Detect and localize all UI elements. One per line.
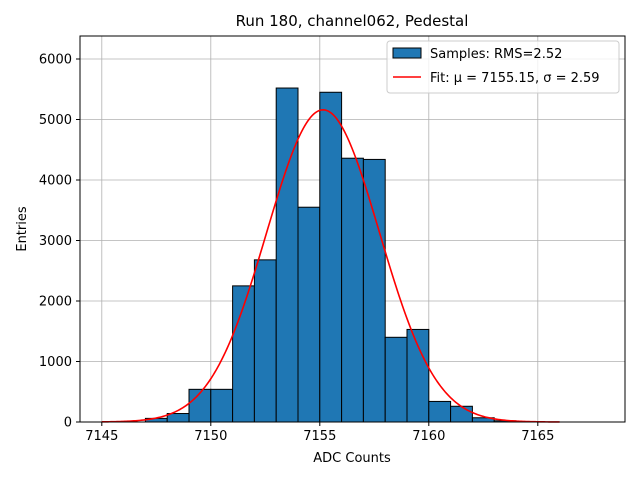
- y-tick-label: 4000: [39, 173, 72, 188]
- x-tick-label: 7165: [521, 429, 554, 444]
- histogram-bar: [210, 388, 234, 423]
- histogram-bar: [450, 405, 473, 423]
- y-tick-label: 5000: [39, 113, 72, 128]
- y-tick-label: 3000: [39, 234, 72, 249]
- histogram-bar: [362, 158, 386, 423]
- chart-title: Run 180, channel062, Pedestal: [236, 12, 469, 30]
- y-tick-label: 1000: [39, 355, 72, 370]
- y-tick-label: 2000: [39, 294, 72, 309]
- legend-label-fit: Fit: μ = 7155.15, σ = 2.59: [430, 71, 600, 86]
- histogram-bars: [144, 87, 517, 423]
- y-axis-label: Entries: [15, 206, 30, 252]
- histogram-bar: [384, 336, 408, 423]
- legend-label-samples: Samples: RMS=2.52: [430, 47, 562, 62]
- x-axis-label: ADC Counts: [313, 451, 391, 466]
- legend: Samples: RMS=2.52 Fit: μ = 7155.15, σ = …: [386, 40, 620, 94]
- x-axis-ticks: 7145 7150 7155 7160 7165: [85, 422, 554, 444]
- histogram-bar: [341, 157, 364, 423]
- legend-swatch-samples: [392, 47, 422, 59]
- plot-frame: [79, 35, 626, 423]
- histogram-bar: [253, 259, 277, 423]
- y-tick-label: 6000: [39, 52, 72, 67]
- histogram-bar: [275, 87, 299, 423]
- histogram-bar: [166, 413, 190, 423]
- x-tick-label: 7155: [303, 429, 336, 444]
- x-tick-label: 7145: [85, 429, 118, 444]
- x-tick-label: 7160: [412, 429, 445, 444]
- y-tick-label: 0: [64, 416, 72, 431]
- histogram-bar: [297, 206, 321, 423]
- x-tick-label: 7150: [194, 429, 227, 444]
- y-axis-ticks: 0 1000 2000 3000 4000 5000 6000: [39, 52, 80, 431]
- histogram-bar: [406, 328, 430, 423]
- legend-box: [386, 40, 620, 94]
- histogram-bar: [319, 91, 343, 423]
- histogram-bar: [428, 400, 452, 423]
- fit-curve: [101, 109, 560, 423]
